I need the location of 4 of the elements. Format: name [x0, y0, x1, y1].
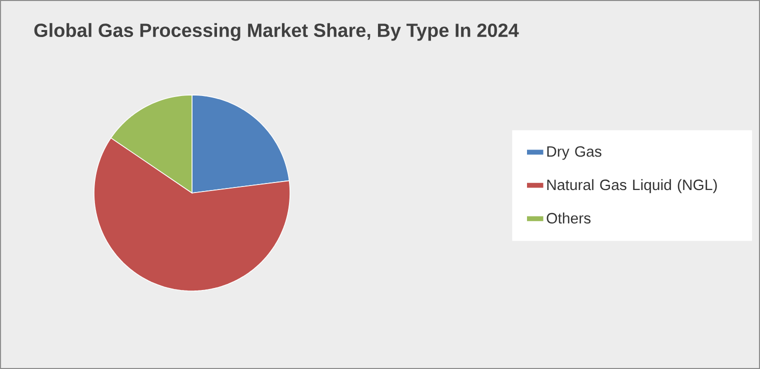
chart-title: Global Gas Processing Market Share, By Type In 2024: [34, 23, 519, 41]
legend-label: Others: [546, 212, 591, 224]
legend-label: Dry Gas: [547, 146, 602, 160]
legend-label: Natural Gas Liquid (NGL): [547, 179, 717, 194]
